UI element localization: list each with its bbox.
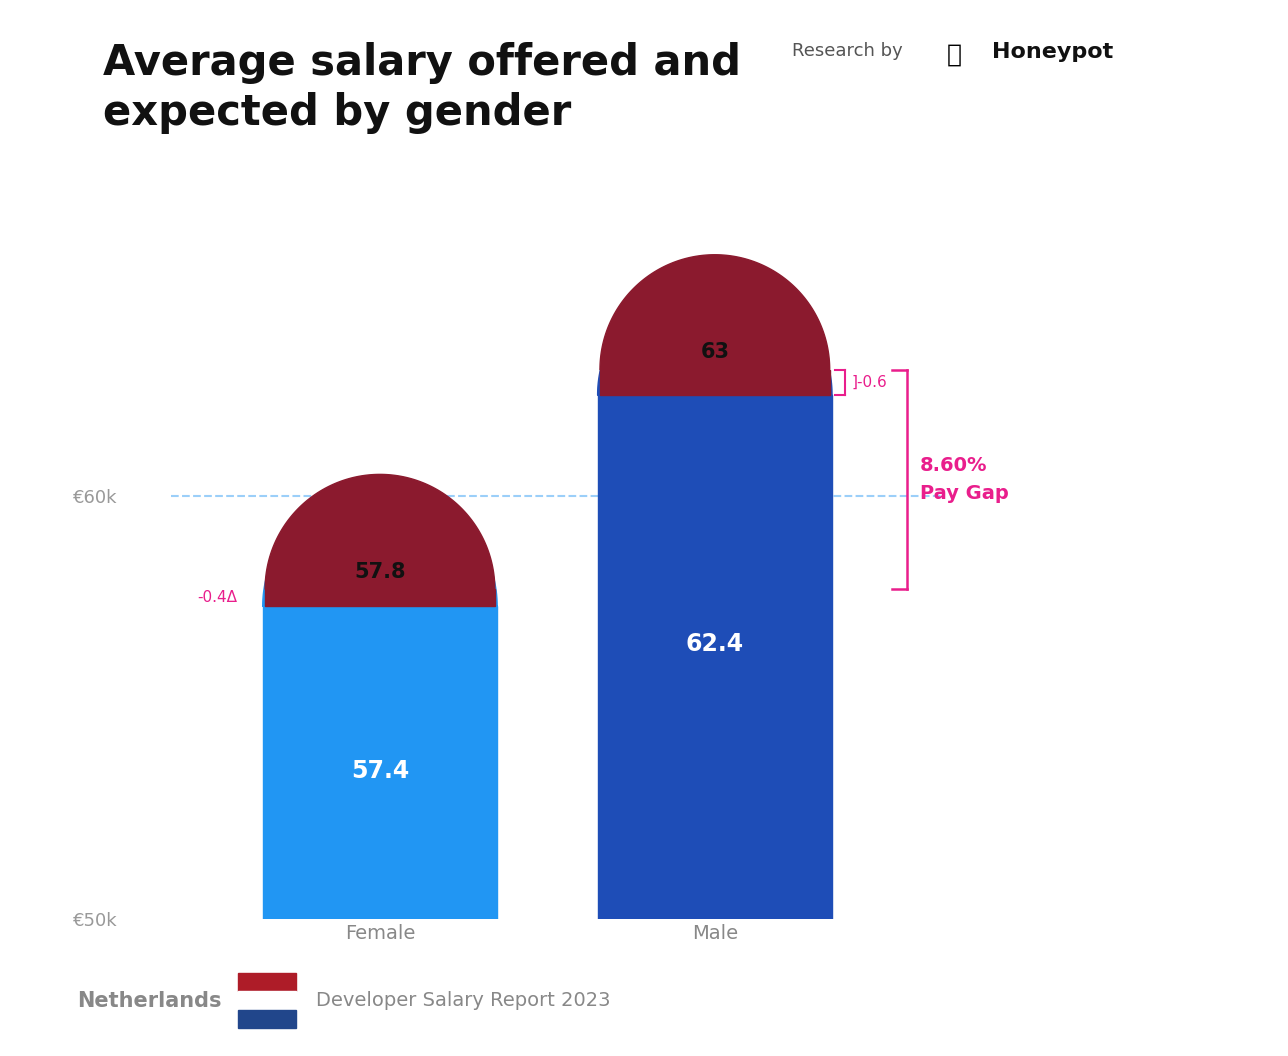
Bar <box>238 992 296 1010</box>
Polygon shape <box>598 278 832 395</box>
Bar <box>238 973 296 992</box>
Text: Netherlands: Netherlands <box>77 991 222 1011</box>
Polygon shape <box>600 254 829 370</box>
Polygon shape <box>263 489 497 606</box>
Bar <box>265 589 495 606</box>
Bar <box>263 606 497 919</box>
Polygon shape <box>265 474 495 589</box>
Text: Honeypot: Honeypot <box>992 42 1113 62</box>
Text: 57.4: 57.4 <box>350 759 410 782</box>
Text: Developer Salary Report 2023: Developer Salary Report 2023 <box>316 992 611 1010</box>
Text: ]-0.6: ]-0.6 <box>851 375 887 390</box>
Text: Average salary offered and
expected by gender: Average salary offered and expected by g… <box>103 42 741 134</box>
Text: 🐝: 🐝 <box>947 42 962 67</box>
Text: -0.4Δ: -0.4Δ <box>197 590 237 605</box>
Bar <box>238 1010 296 1029</box>
Bar <box>600 370 829 395</box>
Text: 62.4: 62.4 <box>685 633 744 656</box>
Text: 57.8: 57.8 <box>354 562 406 582</box>
Text: 8.60%
Pay Gap: 8.60% Pay Gap <box>920 456 1009 503</box>
Bar <box>598 395 832 919</box>
Text: 63: 63 <box>701 342 729 362</box>
Text: Research by: Research by <box>792 42 903 60</box>
